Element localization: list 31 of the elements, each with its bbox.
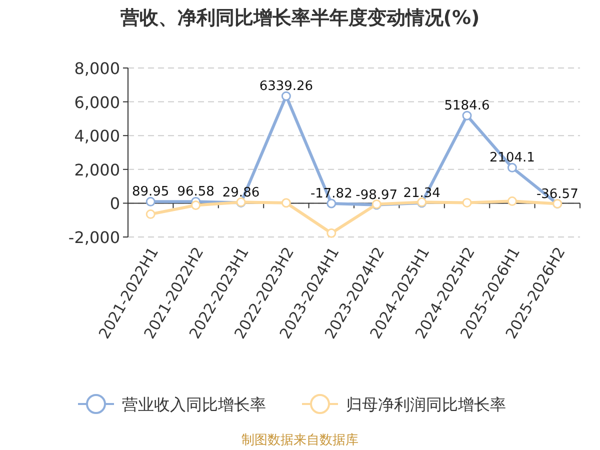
data-label: -17.82 [310, 186, 352, 202]
point [507, 196, 517, 206]
data-label: 21.34 [403, 186, 440, 201]
point [191, 200, 201, 210]
point [146, 209, 156, 219]
data-label: 89.95 [132, 184, 170, 200]
data-label: -98.97 [356, 188, 398, 203]
data-label: 96.58 [177, 184, 214, 200]
chart-title: 营收、净利同比增长率半年度变动情况(%) [119, 7, 480, 29]
y-tick-label: 0 [110, 194, 120, 214]
data-label: 29.86 [222, 186, 260, 201]
point [326, 228, 336, 238]
point [326, 198, 336, 208]
text: 制图数据来自数据库 [242, 433, 358, 448]
data-label: 6339.26 [259, 79, 314, 94]
y-tick-label: 6,000 [74, 92, 120, 112]
y-tick-label: 8,000 [74, 59, 120, 78]
data-label: 2104.1 [489, 150, 535, 166]
point [281, 198, 291, 208]
legend-label: 归母净利润同比增长率 [346, 395, 506, 414]
point [281, 91, 291, 101]
point [146, 196, 156, 206]
y-tick-label: -2,000 [68, 228, 120, 247]
point [462, 110, 472, 120]
data-label: 5184.6 [444, 98, 490, 114]
data-label: -36.57 [536, 186, 578, 202]
point [507, 162, 517, 172]
y-tick-label: 2,000 [74, 160, 120, 180]
y-tick-label: 4,000 [74, 126, 120, 146]
point [462, 198, 472, 208]
legend-label: 营业收入同比增长率 [122, 395, 266, 414]
